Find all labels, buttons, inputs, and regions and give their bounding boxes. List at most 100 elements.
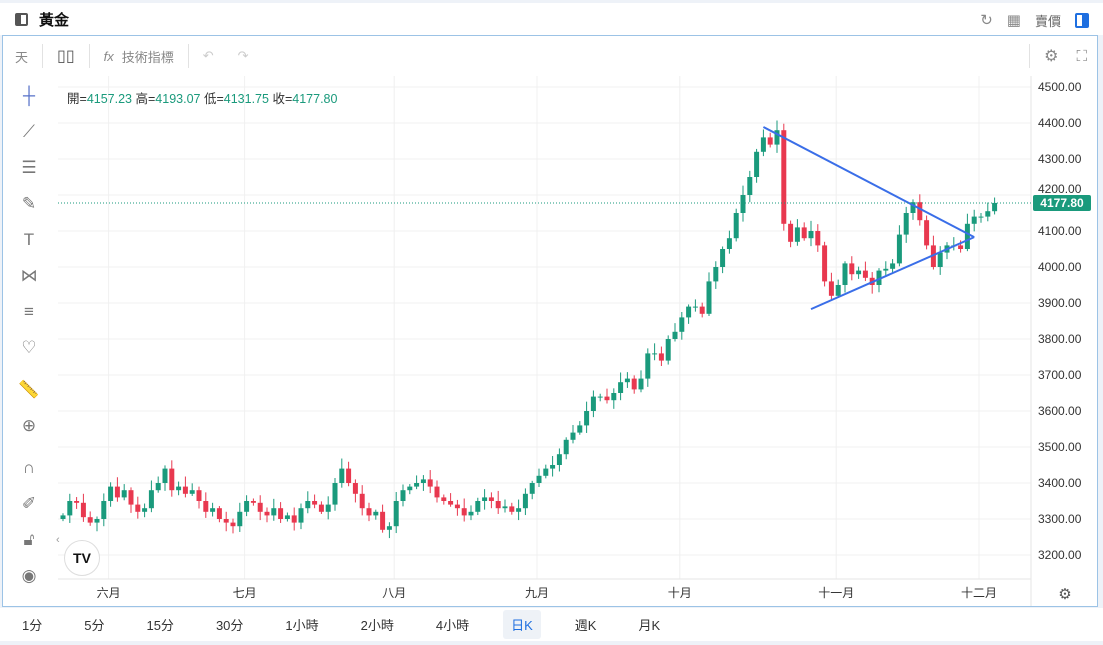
redo-icon[interactable]: ↷	[237, 48, 249, 63]
candle-body	[774, 130, 780, 145]
candle-body	[223, 519, 229, 523]
timeframe-5[interactable]: 2小時	[360, 618, 394, 633]
y-tick-label: 3400.00	[1038, 476, 1082, 490]
refresh-icon[interactable]: ↻	[980, 11, 993, 29]
last-price-badge	[1033, 194, 1091, 211]
candle-body	[584, 411, 590, 426]
candle-body	[325, 504, 331, 512]
candle-body	[332, 483, 338, 505]
indicators-button[interactable]: 技術指標	[121, 49, 174, 65]
candle-body	[842, 263, 848, 285]
candle-body	[189, 490, 195, 494]
candle-body	[448, 501, 454, 505]
candle-body	[529, 483, 535, 494]
candle-body	[672, 331, 678, 339]
candle-body	[992, 202, 998, 212]
trendline-icon[interactable]: ⟋	[23, 122, 35, 141]
candle-body	[121, 490, 127, 498]
candle-body	[543, 468, 549, 476]
timeframe-6[interactable]: 4小時	[435, 618, 470, 633]
text-icon[interactable]: T	[23, 230, 35, 249]
candle-body	[257, 502, 263, 512]
timeframe-0[interactable]: 1分	[22, 618, 43, 633]
candle-body	[849, 263, 855, 275]
candle-body	[550, 465, 556, 469]
y-tick-label: 4400.00	[1038, 116, 1082, 130]
x-tick-label: 九月	[525, 586, 549, 600]
candle-body	[794, 227, 800, 242]
chart-panel: 4500.00 4400.00 4300.00 4200.00 4100.00 4000.…	[2, 35, 1098, 607]
function-icon: fx	[103, 48, 114, 64]
zoom-in-icon[interactable]: ⊕	[21, 416, 37, 435]
x-tick-label: 十月	[668, 586, 692, 600]
candle-body	[686, 306, 692, 318]
candle-body	[876, 270, 882, 285]
undo-icon[interactable]: ↶	[202, 48, 214, 63]
y-tick-label: 3900.00	[1038, 296, 1082, 310]
timeframe-1[interactable]: 5分	[84, 618, 105, 633]
candle-body	[386, 526, 392, 530]
header-bar: 黃金 ↻ ▦ 賣價	[0, 3, 1103, 35]
price-type-button[interactable]: 賣價	[1034, 14, 1061, 29]
candle-type-icon[interactable]: ▯▯	[57, 48, 75, 65]
candle-body	[346, 468, 352, 483]
fib-icon[interactable]: ≡	[24, 302, 34, 321]
candle-body	[971, 216, 977, 224]
candle-body	[658, 353, 664, 361]
candle-body	[822, 245, 828, 282]
candle-body	[108, 486, 114, 501]
y-tick-label: 3300.00	[1038, 512, 1082, 526]
candle-body	[67, 501, 73, 516]
pattern-icon[interactable]: ⋈	[20, 266, 38, 285]
candle-body	[264, 511, 270, 516]
candle-body	[305, 501, 311, 509]
candle-body	[278, 508, 284, 519]
magnet-icon[interactable]: ∩	[22, 458, 36, 477]
candle-body	[828, 281, 834, 296]
y-tick-label: 3800.00	[1038, 332, 1082, 346]
candle-body	[856, 270, 862, 275]
y-tick-label: 4500.00	[1038, 80, 1082, 94]
timeframe-4[interactable]: 1小時	[285, 618, 319, 633]
timeframe-2[interactable]: 15分	[146, 618, 174, 633]
last-price-label: 4177.80	[1040, 196, 1084, 210]
page-title: 黃金	[39, 11, 70, 29]
eye-icon[interactable]: ◉	[21, 566, 37, 585]
layout-toggle-icon[interactable]	[1075, 13, 1089, 28]
timeframe-8[interactable]: 週K	[574, 618, 597, 633]
tradingview-logo[interactable]: TV	[64, 540, 100, 576]
candle-body	[380, 511, 386, 530]
candle-body	[767, 137, 773, 145]
heart-icon[interactable]: ♡	[21, 338, 37, 357]
grid-icon[interactable]: ▦	[1006, 11, 1021, 29]
horizontal-lines-icon[interactable]: ☰	[21, 158, 37, 177]
timeframe-7[interactable]: 日K	[503, 610, 541, 639]
sidebar-toggle-icon[interactable]	[15, 12, 28, 26]
y-tick-label: 3200.00	[1038, 548, 1082, 562]
candle-body	[312, 501, 318, 505]
period-button[interactable]: 天	[15, 49, 29, 65]
open-value: 4157.23	[86, 92, 132, 106]
candle-body	[692, 306, 698, 308]
candle-body	[740, 195, 746, 213]
fullscreen-icon[interactable]: ⛶	[1076, 47, 1087, 65]
timeframe-9[interactable]: 月K	[638, 618, 661, 633]
open-label: 開=	[67, 92, 87, 106]
candle-body	[210, 508, 216, 512]
settings-icon[interactable]: ⚙	[1044, 48, 1059, 65]
brush-icon[interactable]: ✎	[21, 194, 37, 213]
candle-body	[441, 497, 447, 501]
lock-icon[interactable]: 🔓︎	[23, 530, 35, 549]
trendline	[810, 236, 975, 311]
y-tick-label: 4200.00	[1038, 182, 1082, 196]
crosshair-icon[interactable]: ┼	[22, 86, 36, 105]
candle-body	[624, 378, 630, 383]
timeframe-3[interactable]: 30分	[215, 618, 244, 633]
candlestick-chart[interactable]: 4500.00 4400.00 4300.00 4200.00 4100.00 4000.…	[3, 36, 1099, 608]
candle-body	[101, 501, 107, 519]
candle-body	[80, 502, 86, 518]
ruler-icon[interactable]: 📏	[18, 380, 40, 399]
candle-body	[652, 353, 658, 355]
lock-drawing-icon[interactable]: ✐	[21, 494, 37, 513]
candle-body	[250, 501, 256, 503]
